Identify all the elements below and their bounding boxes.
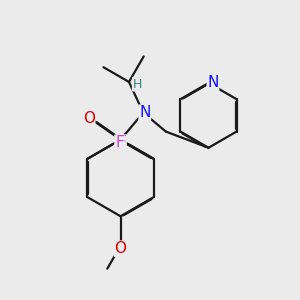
Text: N: N <box>139 105 150 120</box>
Text: F: F <box>117 135 126 150</box>
Text: F: F <box>115 135 124 150</box>
Text: N: N <box>207 76 219 91</box>
Text: H: H <box>133 78 142 91</box>
Text: O: O <box>83 111 95 126</box>
Text: O: O <box>115 241 127 256</box>
